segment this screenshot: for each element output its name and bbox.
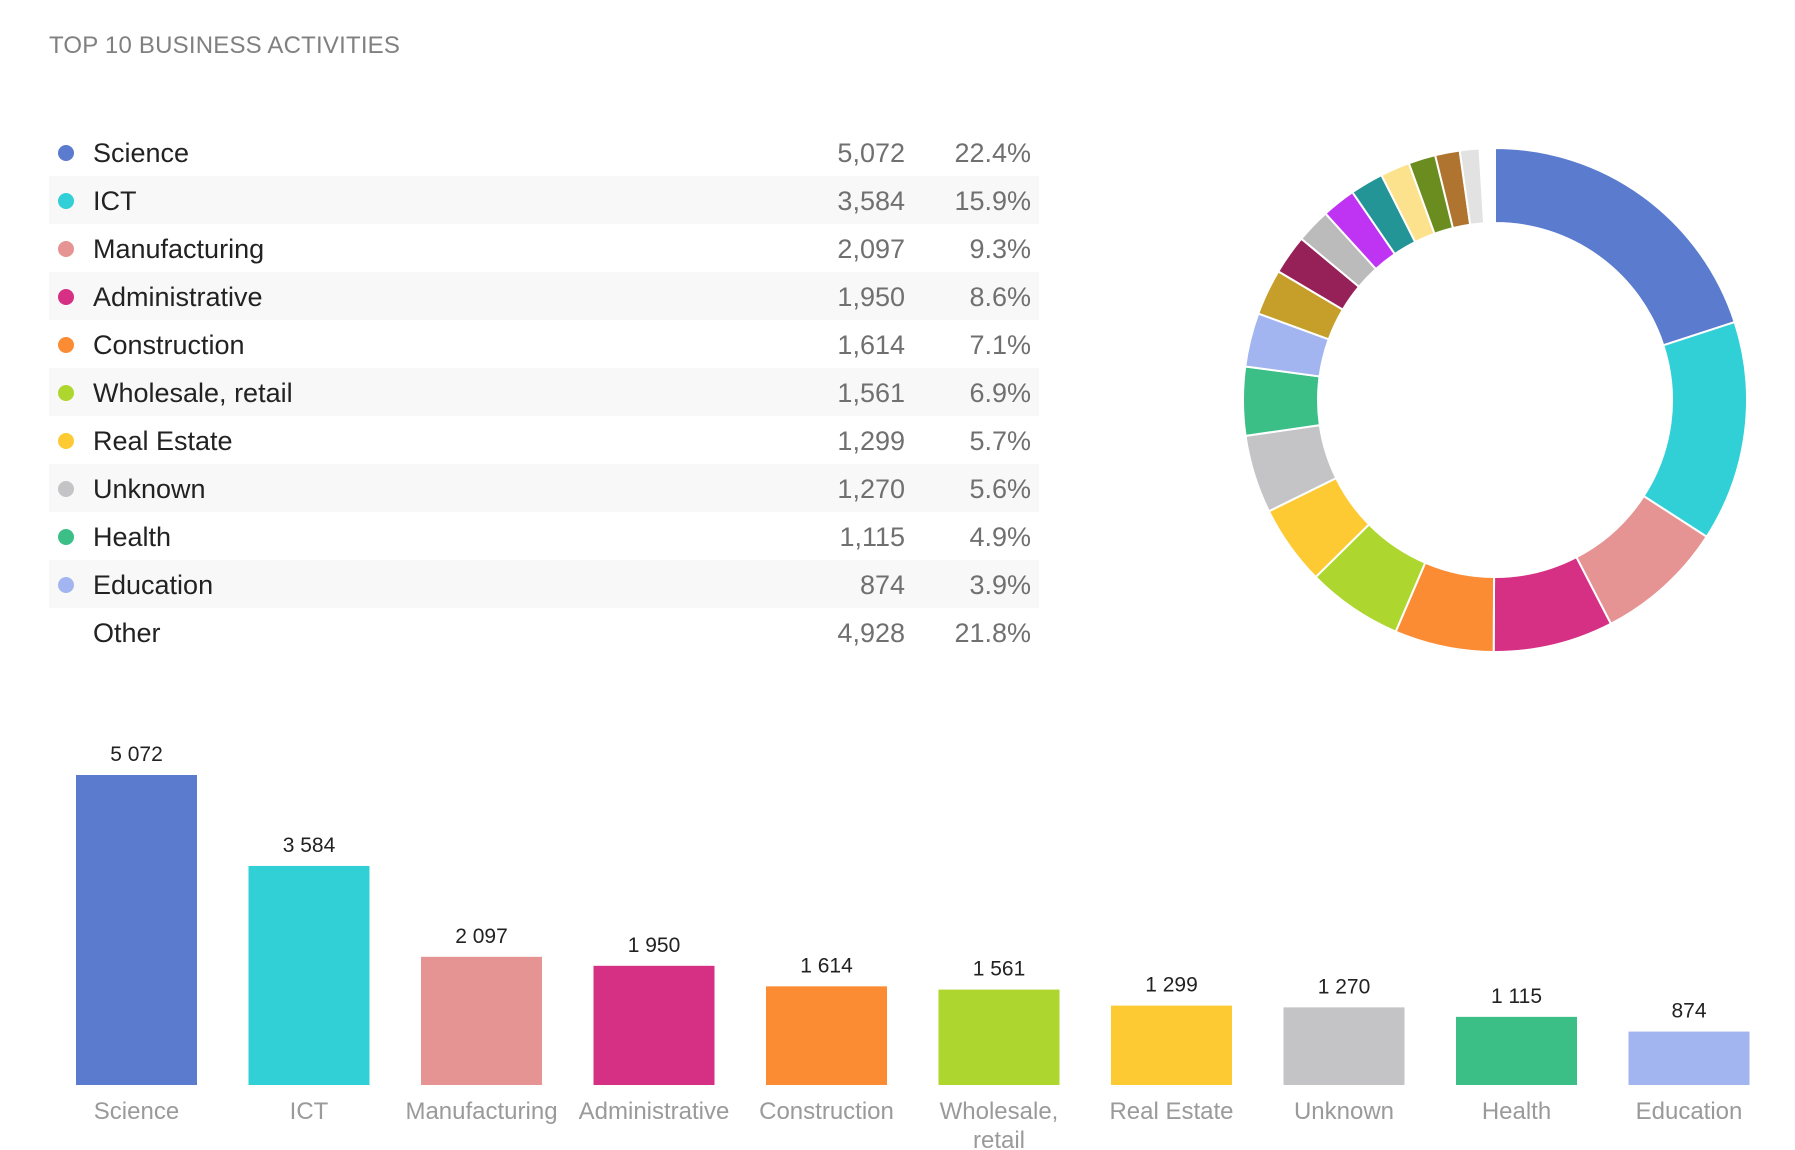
- bar-category-label: Science: [94, 1098, 179, 1125]
- row-percent: 3.9%: [969, 570, 1031, 600]
- row-percent: 21.8%: [954, 618, 1031, 648]
- table-row[interactable]: Other 4,928 21.8%: [49, 608, 1039, 656]
- bar-value-label: 5 072: [110, 743, 163, 766]
- row-percent: 7.1%: [969, 330, 1031, 360]
- bar[interactable]: [248, 865, 370, 1085]
- row-percent: 8.6%: [969, 282, 1031, 312]
- bar[interactable]: [1456, 1016, 1577, 1085]
- table-row[interactable]: Education 874 3.9%: [49, 560, 1039, 608]
- row-value: 5,072: [837, 138, 905, 168]
- row-label: Other: [93, 618, 161, 648]
- bar[interactable]: [938, 989, 1060, 1085]
- row-label: Administrative: [93, 282, 263, 312]
- bar[interactable]: [1283, 1007, 1405, 1085]
- bar-category-label: Health: [1482, 1098, 1551, 1125]
- row-percent: 15.9%: [954, 186, 1031, 216]
- row-label: Health: [93, 522, 172, 552]
- bar-category-label: Real Estate: [1109, 1098, 1233, 1125]
- donut-chart: [1242, 146, 1749, 654]
- row-value: 1,115: [839, 522, 905, 552]
- row-percent: 9.3%: [969, 234, 1031, 264]
- row-value: 1,950: [837, 282, 905, 312]
- legend-dot-icon: [58, 481, 74, 497]
- legend-dot-icon: [58, 529, 74, 545]
- row-value: 874: [859, 570, 905, 600]
- table-row[interactable]: Science 5,072 22.4%: [49, 128, 1039, 176]
- row-label: Education: [93, 570, 214, 600]
- bar-value-label: 1 950: [628, 934, 681, 957]
- legend-dot-icon: [58, 337, 74, 353]
- row-percent: 4.9%: [969, 522, 1031, 552]
- table-row[interactable]: Health 1,115 4.9%: [49, 512, 1039, 560]
- row-percent: 5.6%: [969, 474, 1031, 504]
- bar-value-label: 1 270: [1318, 975, 1371, 998]
- bar-value-label: 1 561: [973, 958, 1026, 981]
- legend-dot-icon: [58, 193, 74, 209]
- bar-value-label: 1 299: [1145, 974, 1198, 997]
- bar-category-label: Unknown: [1294, 1098, 1394, 1125]
- bar-value-label: 1 614: [800, 954, 853, 977]
- bar[interactable]: [1111, 1005, 1232, 1085]
- row-label: Manufacturing: [93, 234, 265, 264]
- bar[interactable]: [421, 956, 542, 1085]
- table-row[interactable]: Construction 1,614 7.1%: [49, 320, 1039, 368]
- legend-dot-icon: [58, 241, 74, 257]
- legend-dot-icon: [58, 145, 74, 161]
- bar[interactable]: [766, 986, 887, 1085]
- row-value: 2,097: [837, 234, 905, 264]
- row-value: 1,299: [837, 426, 905, 456]
- row-value: 1,561: [837, 378, 905, 408]
- row-label: ICT: [93, 186, 137, 216]
- bar[interactable]: [593, 965, 715, 1085]
- legend-dot-icon: [58, 289, 74, 305]
- row-value: 4,928: [837, 618, 905, 648]
- bar[interactable]: [76, 775, 197, 1085]
- row-percent: 6.9%: [969, 378, 1031, 408]
- legend-dot-icon: [58, 385, 74, 401]
- table-row[interactable]: Wholesale, retail 1,561 6.9%: [49, 368, 1039, 416]
- bar-category-label: ICT: [290, 1098, 329, 1125]
- bar-category-label: Construction: [759, 1098, 894, 1125]
- bar-value-label: 2 097: [455, 925, 508, 948]
- row-percent: 5.7%: [969, 426, 1031, 456]
- legend-dot-icon: [58, 577, 74, 593]
- row-value: 3,584: [837, 186, 905, 216]
- page-title: TOP 10 BUSINESS ACTIVITIES: [49, 32, 401, 59]
- table-row[interactable]: Unknown 1,270 5.6%: [49, 464, 1039, 512]
- donut-slice[interactable]: [1478, 146, 1496, 225]
- legend-dot-icon: [58, 433, 74, 449]
- bar-category-label: Manufacturing: [405, 1098, 557, 1125]
- bar[interactable]: [1628, 1031, 1750, 1085]
- row-percent: 22.4%: [954, 138, 1031, 168]
- table-row[interactable]: Real Estate 1,299 5.7%: [49, 416, 1039, 464]
- bar-value-label: 874: [1671, 1000, 1706, 1023]
- row-label: Science: [93, 138, 190, 168]
- row-value: 1,614: [837, 330, 905, 360]
- row-value: 1,270: [837, 474, 905, 504]
- bar-category-label: Education: [1636, 1098, 1743, 1125]
- bar-value-label: 1 115: [1491, 985, 1542, 1008]
- bar-value-label: 3 584: [283, 834, 336, 857]
- row-label: Unknown: [93, 474, 206, 504]
- bar-category-label: Wholesale,: [940, 1098, 1059, 1125]
- row-label: Real Estate: [93, 426, 233, 456]
- table-row[interactable]: ICT 3,584 15.9%: [49, 176, 1039, 224]
- table-row[interactable]: Manufacturing 2,097 9.3%: [49, 224, 1039, 272]
- bar-category-label: retail: [973, 1127, 1025, 1150]
- bar-category-label: Administrative: [579, 1098, 730, 1125]
- activity-table: Science 5,072 22.4% ICT 3,584 15.9% Manufactur…: [49, 128, 1039, 656]
- row-label: Construction: [93, 330, 245, 360]
- table-row[interactable]: Administrative 1,950 8.6%: [49, 272, 1039, 320]
- row-label: Wholesale, retail: [93, 378, 293, 408]
